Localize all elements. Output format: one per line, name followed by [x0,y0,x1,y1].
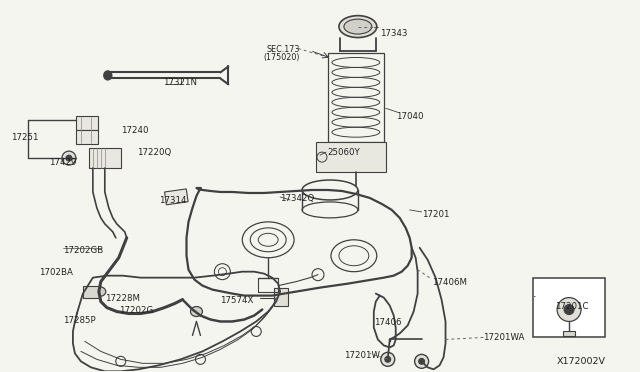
Text: (175020): (175020) [263,54,300,62]
Text: 17201W: 17201W [344,352,380,360]
Text: 17220Q: 17220Q [137,148,171,157]
Circle shape [62,151,76,165]
Text: 17202GB: 17202GB [63,246,103,255]
Text: 17406M: 17406M [431,278,467,287]
Ellipse shape [92,286,106,296]
Text: 17285P: 17285P [63,315,95,324]
Bar [164,189,188,205]
Bar [316,142,386,172]
Circle shape [66,155,72,161]
Text: 17343: 17343 [380,29,407,38]
Bar [83,286,99,298]
Text: X172002V: X172002V [557,357,606,366]
Text: 17040: 17040 [396,112,423,121]
Text: 17240: 17240 [121,126,148,135]
Text: 17429: 17429 [49,158,76,167]
Text: 17406: 17406 [374,318,401,327]
Text: 17228M: 17228M [105,294,140,302]
Bar [76,130,98,144]
Circle shape [419,358,424,364]
Text: 17201C: 17201C [555,302,589,311]
Bar [76,116,98,130]
Text: 25060Y: 25060Y [327,148,360,157]
Bar [274,288,288,305]
Ellipse shape [104,71,112,80]
Text: SEC.173: SEC.173 [266,45,300,54]
Text: 17201: 17201 [422,210,449,219]
Circle shape [557,298,581,321]
Circle shape [385,356,391,362]
Text: 17314: 17314 [159,196,186,205]
Text: 17201WA: 17201WA [483,333,525,343]
Text: 17202G: 17202G [119,305,153,315]
Bar [328,52,384,142]
Text: 17321N: 17321N [163,78,196,87]
Ellipse shape [344,19,372,34]
Text: 1702BA: 1702BA [39,268,73,277]
Circle shape [415,355,429,368]
Bar [563,331,575,336]
Text: 17342Q: 17342Q [280,194,314,203]
Bar [89,148,121,168]
Text: 17251: 17251 [11,133,38,142]
Ellipse shape [339,16,377,38]
Text: 17574X: 17574X [220,296,253,305]
Circle shape [381,352,395,366]
Bar [533,278,605,337]
Ellipse shape [191,307,202,317]
Circle shape [564,305,574,314]
